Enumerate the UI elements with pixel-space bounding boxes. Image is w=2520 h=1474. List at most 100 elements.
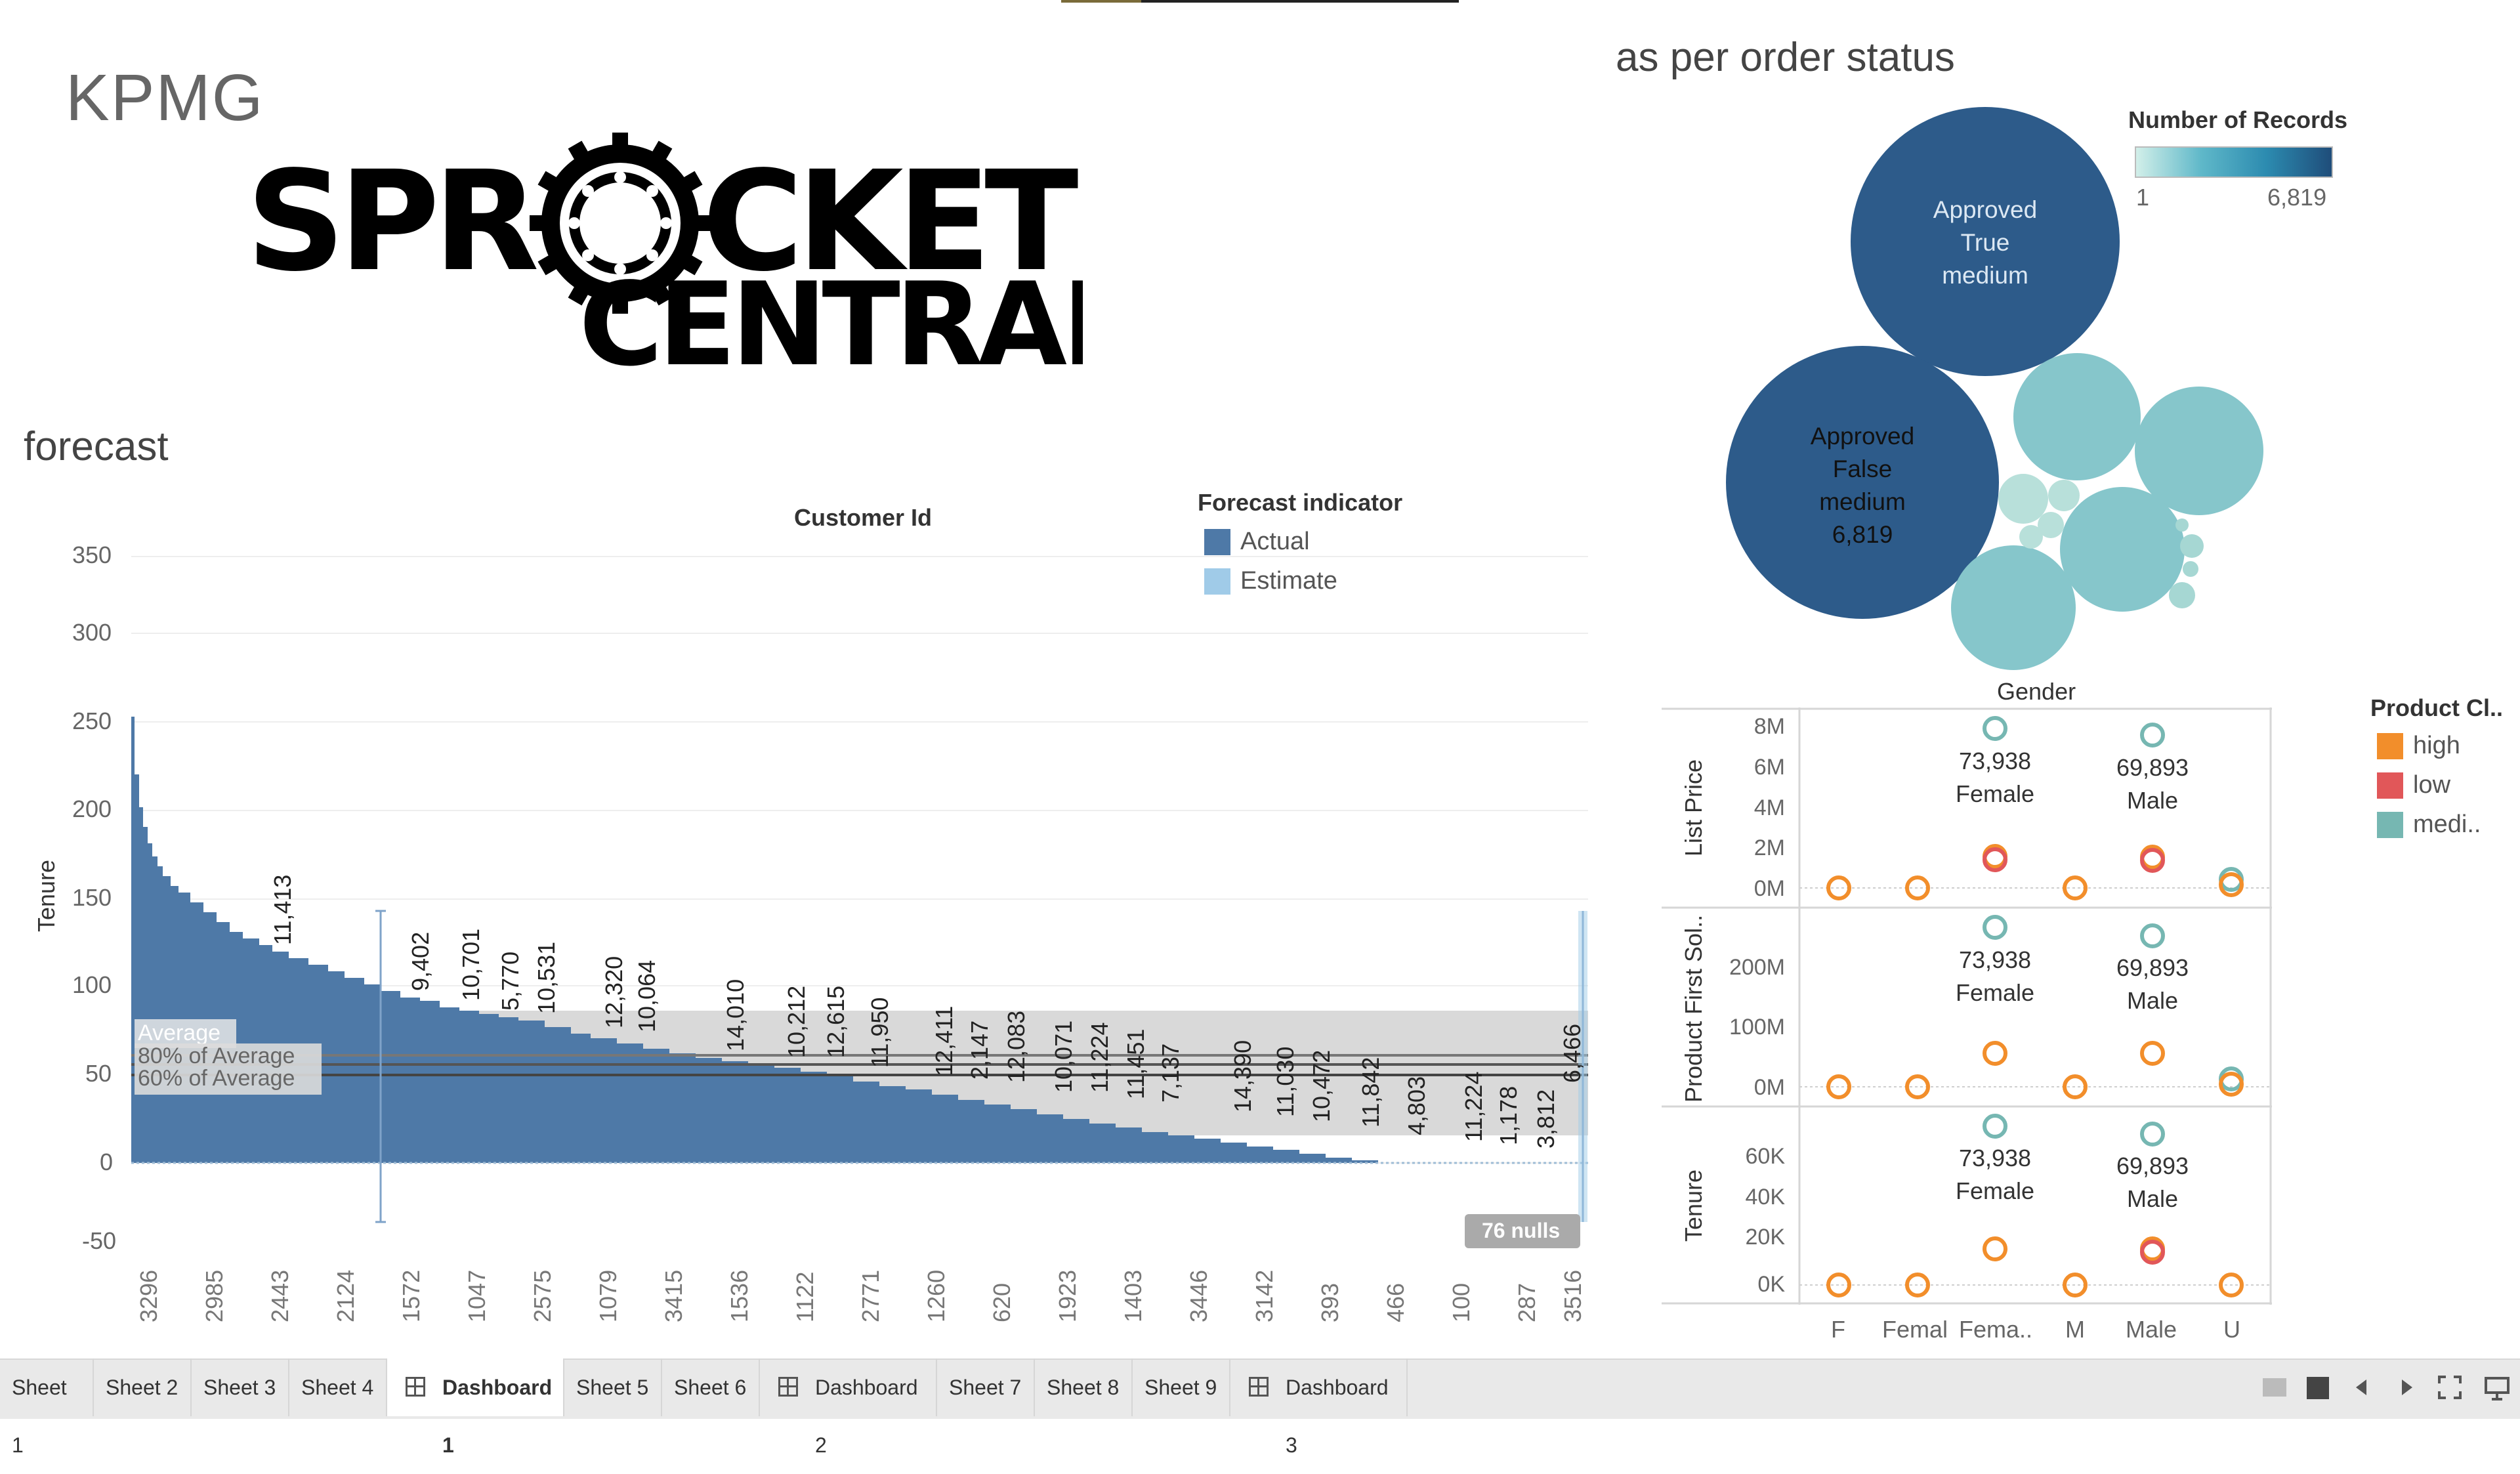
male-point-label: 69,893 Male: [2116, 1152, 2189, 1212]
tab-sheet-8[interactable]: Sheet 8: [1035, 1358, 1133, 1416]
legend-swatch-high: [2377, 733, 2403, 759]
bar-value-label: 11,030: [1272, 1046, 1299, 1117]
dashboard-icon: [406, 1377, 425, 1397]
x-tick: 3516: [1559, 1269, 1586, 1322]
tab-sheet-1[interactable]: Sheet 1: [0, 1358, 94, 1457]
x-tick: 466: [1382, 1282, 1409, 1322]
row2-tick: 0M: [1754, 1075, 1785, 1100]
female-point-label: 73,938 Female: [1955, 946, 2035, 1006]
x-tick: 1047: [463, 1269, 490, 1322]
row3-tick: 0K: [1757, 1272, 1785, 1297]
bar-value-label: 11,224: [1460, 1071, 1487, 1142]
show-tabs-icon[interactable]: [2307, 1377, 2329, 1399]
legend-label-actual: Actual: [1240, 528, 1310, 555]
row1-tick: 6M: [1754, 755, 1785, 780]
sprocket-gear-icon: [530, 133, 711, 314]
x-tick: 3446: [1185, 1269, 1212, 1322]
dashboard-icon: [1249, 1377, 1269, 1397]
ref-label-bg: [135, 1019, 236, 1048]
bubble-approved-true-label: Approved True medium: [1933, 196, 2038, 289]
x-tick: 393: [1316, 1282, 1343, 1322]
gender-chart-title: Gender: [1997, 678, 2076, 705]
y-tick: 150: [72, 884, 112, 911]
tab-sheet-3[interactable]: Sheet 3: [192, 1358, 289, 1416]
tab-dashboard-1-label: Dashboard 1: [442, 1376, 553, 1457]
gender-x-label: Fema..: [1959, 1316, 2033, 1343]
y-tick: 100: [72, 971, 112, 998]
female-point-label: 73,938 Female: [1955, 1145, 2035, 1204]
logo-cket: CKET: [702, 141, 1078, 302]
bar-value-label: 6,466: [1559, 1023, 1586, 1083]
bar-value-label: 14,010: [722, 979, 749, 1051]
fullscreen-icon[interactable]: [2438, 1376, 2462, 1399]
y-tick: 300: [72, 619, 112, 646]
bar-value-label: 10,472: [1308, 1049, 1335, 1122]
toolbar-segment: [1061, 0, 1141, 3]
x-tick: 287: [1513, 1282, 1540, 1322]
row3-tick: 60K: [1745, 1144, 1786, 1169]
x-tick: 1536: [726, 1269, 753, 1322]
x-tick: 2771: [857, 1269, 884, 1322]
x-tick: 1923: [1054, 1269, 1081, 1322]
legend-swatch-estimate: [1204, 568, 1230, 595]
logo-spr: SPR: [246, 141, 537, 302]
bar-value-label: 10,701: [457, 928, 484, 1001]
row2-tick: 200M: [1729, 955, 1785, 980]
legend-label-estimate: Estimate: [1240, 567, 1337, 595]
tab-sheet-4[interactable]: Sheet 4: [289, 1358, 387, 1416]
presentation-icon[interactable]: [2484, 1376, 2510, 1402]
order-status-bubble-chart[interactable]: [1719, 105, 2271, 683]
nulls-badge[interactable]: 76 nulls: [1465, 1214, 1580, 1248]
x-tick: 2985: [201, 1269, 228, 1322]
gender-x-label: F: [1831, 1316, 1845, 1343]
male-point-label: 69,893 Male: [2116, 954, 2189, 1014]
records-legend-title: Number of Records: [2128, 106, 2348, 133]
records-legend-min: 1: [2136, 184, 2150, 211]
bar-value-label: 3,812: [1532, 1089, 1559, 1148]
tab-dashboard-1[interactable]: Dashboard 1: [387, 1358, 564, 1457]
ref-label-bg: [135, 1043, 322, 1095]
logo-central: CENTRAL: [579, 259, 1083, 374]
gender-scatter-chart[interactable]: [1662, 707, 2272, 1305]
bar-value-label: 7,137: [1157, 1043, 1184, 1103]
y-tick: 50: [85, 1060, 112, 1087]
dashboard-icon: [778, 1377, 798, 1397]
next-sheet-icon[interactable]: [2402, 1379, 2412, 1395]
row-label-list-price: List Price: [1680, 759, 1707, 856]
row1-tick: 2M: [1754, 835, 1785, 860]
forecast-chart[interactable]: [131, 545, 1588, 1247]
show-filmstrip-icon[interactable]: [2263, 1378, 2286, 1397]
forecast-bars: [131, 717, 1378, 1163]
x-tick: 1079: [595, 1269, 621, 1322]
x-tick: 2575: [529, 1269, 556, 1322]
tab-sheet-7[interactable]: Sheet 7: [937, 1358, 1035, 1416]
tab-sheet-6[interactable]: Sheet 6: [662, 1358, 760, 1416]
order-status-title: as per order status: [1616, 35, 1955, 80]
forecast-legend-title: Forecast indicator: [1198, 489, 1403, 516]
y-tick: 250: [72, 707, 112, 734]
bar-value-label: 10,531: [533, 941, 560, 1014]
tab-sheet-5[interactable]: Sheet 5: [564, 1358, 662, 1416]
forecast-y-axis-label: Tenure: [33, 859, 60, 932]
forecast-title: forecast: [24, 424, 169, 469]
records-color-ramp: [2135, 146, 2333, 178]
tab-sheet-2[interactable]: Sheet 2: [94, 1358, 192, 1416]
x-tick: 1403: [1120, 1269, 1146, 1322]
gender-x-label: U: [2223, 1316, 2240, 1343]
y-tick: 200: [72, 795, 112, 822]
row-label-product-first-sold: Product First Sol..: [1680, 914, 1707, 1103]
x-tick: 2124: [332, 1269, 359, 1322]
tab-sheet-9[interactable]: Sheet 9: [1133, 1358, 1230, 1416]
row1-tick: 8M: [1754, 714, 1785, 739]
bar-value-label: 2,147: [966, 1020, 993, 1080]
nulls-badge-label: 76 nulls: [1482, 1219, 1561, 1242]
forecast-subtitle: Customer Id: [794, 504, 933, 531]
bar-value-label: 10,071: [1050, 1020, 1077, 1093]
bar-value-label: 12,411: [931, 1005, 957, 1076]
bar-value-label: 11,842: [1357, 1057, 1384, 1127]
prev-sheet-icon[interactable]: [2356, 1379, 2366, 1395]
female-point-label: 73,938 Female: [1955, 748, 2035, 807]
bar-value-label: 5,770: [497, 951, 524, 1011]
legend-label-medium: medi..: [2413, 811, 2481, 838]
bar-value-label: 10,064: [633, 959, 660, 1032]
